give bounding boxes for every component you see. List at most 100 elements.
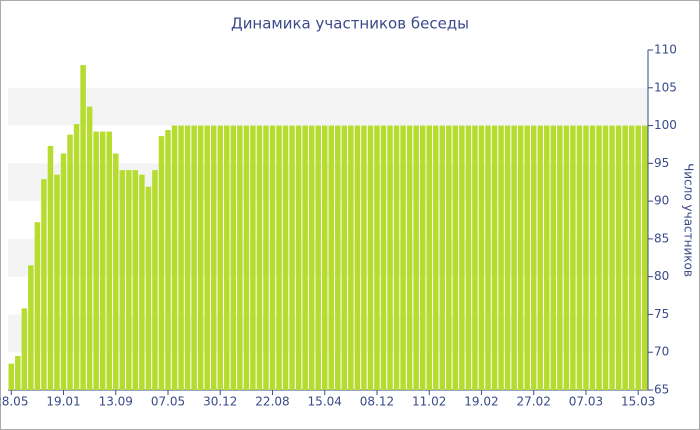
y-tick-label: 105: [654, 80, 677, 94]
x-tick-label: 13.09: [99, 395, 133, 409]
bar: [511, 125, 517, 391]
bar: [67, 134, 73, 390]
bar: [47, 145, 54, 390]
bar: [158, 136, 165, 390]
bar: [289, 125, 295, 391]
bar: [315, 125, 321, 391]
bar: [641, 125, 648, 391]
bar: [308, 125, 315, 391]
bar: [622, 125, 628, 391]
bar: [224, 125, 230, 391]
x-tick-label: 19.02: [464, 395, 498, 409]
bar: [73, 124, 80, 391]
bar: [152, 170, 158, 390]
bar: [491, 125, 498, 391]
x-tick-label: 08.12: [360, 395, 394, 409]
bar: [178, 125, 184, 391]
bar: [256, 125, 263, 391]
bar: [550, 125, 557, 391]
bar: [269, 125, 276, 391]
bar: [250, 125, 256, 391]
bar: [106, 131, 112, 390]
bar: [263, 125, 269, 391]
y-tick-label: 80: [654, 269, 669, 283]
bar: [165, 130, 171, 391]
bar: [478, 125, 485, 391]
y-tick-label: 110: [654, 43, 677, 57]
bar: [589, 125, 596, 391]
bar: [426, 125, 432, 391]
bar: [191, 125, 197, 391]
bar: [628, 125, 635, 391]
y-tick-label: 75: [654, 307, 669, 321]
bar: [335, 125, 341, 391]
bar: [321, 125, 328, 391]
bar: [230, 125, 237, 391]
bar: [583, 125, 589, 391]
bar: [635, 125, 641, 391]
bar: [210, 125, 217, 391]
bar: [86, 106, 93, 391]
bar: [8, 363, 15, 390]
bar: [544, 125, 550, 391]
bar: [602, 125, 609, 391]
bar: [204, 125, 210, 391]
bar: [557, 125, 563, 391]
bar: [243, 125, 250, 391]
y-axis-title: Число участников: [682, 163, 696, 277]
bar: [524, 125, 530, 391]
x-tick-label: 22.08: [255, 395, 289, 409]
bar: [348, 125, 354, 391]
x-tick-label: 28.05: [0, 395, 28, 409]
bar: [413, 125, 419, 391]
bar: [465, 125, 472, 391]
bar: [15, 356, 21, 390]
bar: [380, 125, 387, 391]
bar: [139, 174, 145, 390]
grid-band: [8, 87, 648, 126]
y-tick-label: 100: [654, 118, 677, 132]
y-tick-label: 90: [654, 194, 669, 208]
bar: [93, 131, 99, 390]
bar: [237, 125, 243, 391]
bar: [60, 153, 67, 390]
bar: [302, 125, 308, 391]
bar: [419, 125, 426, 391]
y-tick-label: 85: [654, 231, 669, 245]
bar: [393, 125, 400, 391]
bar: [41, 179, 47, 390]
bar: [387, 125, 393, 391]
bar: [126, 170, 132, 390]
bar: [367, 125, 374, 391]
bar: [197, 125, 204, 391]
y-tick-label: 70: [654, 345, 669, 359]
bar: [80, 65, 86, 390]
chart-title: Динамика участников беседы: [231, 15, 469, 33]
bar: [485, 125, 491, 391]
bar: [446, 125, 452, 391]
bar: [472, 125, 478, 391]
bar: [354, 125, 361, 391]
bar: [295, 125, 302, 391]
x-tick-label: 07.03: [569, 395, 603, 409]
bar: [54, 174, 60, 390]
bar: [615, 125, 622, 391]
bar: [530, 125, 537, 391]
bar: [452, 125, 459, 391]
bar: [132, 170, 139, 390]
bar: [341, 125, 348, 391]
bar: [537, 125, 543, 391]
bar: [184, 125, 191, 391]
bar: [504, 125, 511, 391]
bar: [400, 125, 406, 391]
bar: [21, 308, 28, 390]
x-tick-label: 19.01: [46, 395, 80, 409]
bar: [276, 125, 282, 391]
bar: [361, 125, 367, 391]
bar: [433, 125, 439, 391]
bar: [99, 131, 106, 390]
bar: [570, 125, 576, 391]
bar: [459, 125, 465, 391]
bar: [171, 125, 178, 391]
